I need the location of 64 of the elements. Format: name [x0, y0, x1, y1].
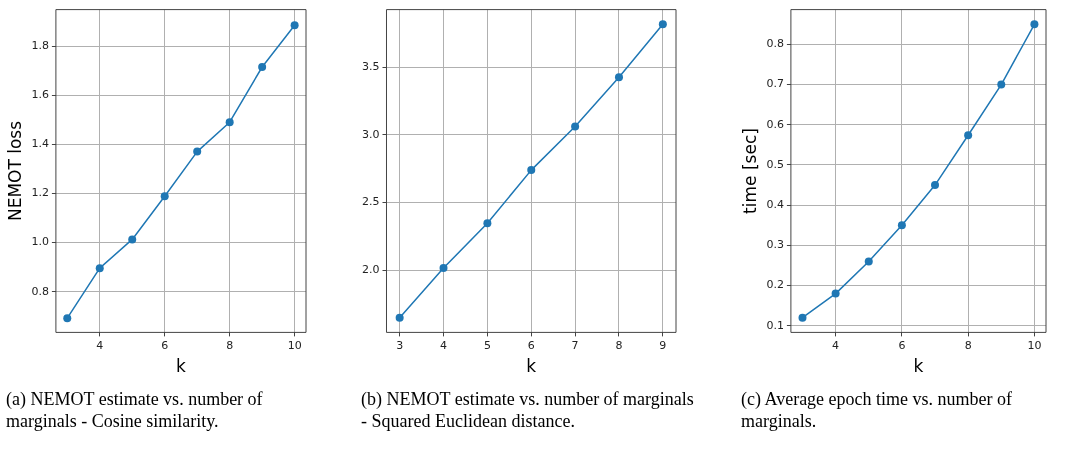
point	[571, 122, 580, 131]
y-tick-label: 0.7	[766, 77, 784, 91]
y-tick-label: 0.3	[766, 238, 784, 252]
y-axis-title: NEMOT loss	[4, 120, 25, 222]
point	[483, 219, 492, 228]
y-tick-label: 1.2	[31, 186, 49, 200]
y-tick-label: 0.6	[766, 117, 784, 131]
point	[527, 166, 536, 175]
point	[864, 257, 873, 266]
x-tick-label: 4	[832, 338, 840, 352]
point	[63, 314, 72, 323]
y-tick-label: 1.4	[31, 137, 49, 151]
point	[439, 264, 448, 273]
text: (b) NEMOT estimate vs. number of marginals - Squared Euclidean distance.	[360, 388, 695, 432]
x-tick-label: 8	[226, 338, 234, 352]
point	[258, 63, 267, 71]
y-tick-label: 1.0	[31, 235, 49, 249]
point	[897, 221, 906, 230]
y-tick-label: 0.1	[766, 318, 784, 332]
y-axis-title: time [sec]	[739, 128, 760, 214]
x-axis-title: k	[526, 356, 537, 377]
y-tick-label: 3.0	[361, 127, 380, 141]
y-tick-label: 2.5	[361, 195, 380, 209]
x-tick-label: 3	[396, 338, 404, 352]
x-tick-label: 4	[440, 338, 448, 352]
y-tick-label: 1.6	[31, 88, 49, 102]
y-tick-label: 3.5	[361, 60, 380, 74]
x-tick-label: 10	[287, 338, 302, 352]
point	[160, 192, 169, 201]
x-tick-label: 10	[1027, 338, 1042, 352]
x-tick-label: 6	[898, 338, 906, 352]
text: (a) NEMOT estimate vs. number of marginals - Cosine similarity.	[5, 388, 264, 432]
y-tick-label: 0.8	[31, 284, 49, 298]
point	[395, 313, 404, 322]
point	[931, 181, 940, 190]
point	[658, 20, 667, 29]
x-axis-title: k	[913, 356, 924, 377]
point	[997, 80, 1006, 89]
x-tick-label: 4	[96, 338, 104, 352]
point	[798, 313, 807, 322]
x-tick-label: 6	[527, 338, 535, 352]
x-tick-label: 6	[161, 338, 169, 352]
y-tick-label: 0.2	[766, 278, 784, 292]
x-tick-label: 8	[964, 338, 972, 352]
point	[193, 147, 202, 156]
point	[225, 118, 234, 127]
y-tick-label: 0.5	[766, 157, 784, 171]
x-tick-label: 5	[483, 338, 491, 352]
point	[128, 235, 137, 244]
point	[95, 264, 104, 273]
point	[831, 289, 840, 298]
x-tick-label: 9	[659, 338, 667, 352]
x-axis-title: k	[176, 356, 187, 377]
point	[290, 21, 299, 30]
point	[614, 73, 623, 82]
y-tick-label: 0.4	[766, 198, 784, 212]
point	[964, 131, 973, 140]
y-tick-label: 2.0	[361, 263, 380, 277]
y-tick-label: 0.8	[766, 37, 784, 51]
point	[1030, 20, 1039, 29]
text: (c) Average epoch time vs. number of marginals.	[740, 388, 1014, 432]
x-tick-label: 7	[571, 338, 579, 352]
x-tick-label: 8	[615, 338, 623, 352]
y-tick-label: 1.8	[31, 39, 49, 53]
